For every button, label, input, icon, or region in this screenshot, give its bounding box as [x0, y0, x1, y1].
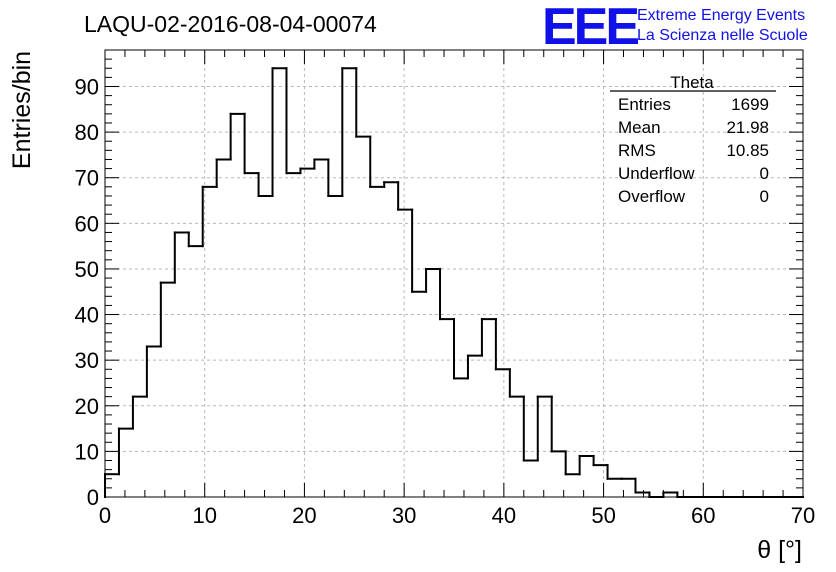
histogram-bin [466, 354, 483, 380]
stats-row-label: Overflow [618, 187, 686, 206]
stats-row-value: 0 [760, 187, 769, 206]
histogram-bin [299, 167, 316, 175]
stats-row-value: 0 [760, 164, 769, 183]
histogram-bin [383, 181, 400, 188]
histogram-bin [592, 454, 609, 467]
histogram-bin [676, 491, 693, 498]
histogram-bin [536, 395, 553, 462]
eee-logo: EEE Extreme Energy Events La Scienza nel… [542, 0, 808, 56]
stats-row-value: 1699 [731, 95, 769, 114]
y-tick-label: 40 [75, 303, 99, 328]
histogram-bin [397, 181, 414, 211]
x-tick-label: 0 [99, 503, 111, 528]
y-tick-label: 20 [75, 394, 99, 419]
histogram-bin [453, 318, 469, 380]
histogram-bin [369, 135, 386, 188]
histogram-bin [550, 395, 567, 453]
stats-row: RMS 10.85 [618, 141, 769, 160]
stats-row-label: RMS [618, 141, 656, 160]
x-tick-label: 30 [392, 503, 416, 528]
y-tick-label: 70 [75, 166, 99, 191]
stats-row-label: Mean [618, 118, 661, 137]
x-tick-label: 70 [791, 503, 815, 528]
grid-lines [105, 50, 803, 497]
histogram-bin [131, 395, 148, 430]
histogram-bin [606, 464, 623, 480]
eee-logo-mark: EEE [542, 0, 638, 56]
axes: 0 10 20 30 40 50 60 70 0 10 20 30 40 50 60 70 80 90 [75, 49, 815, 528]
stats-box: Theta Entries 1699 Mean 21.98 RMS 10.85 Underf… [610, 73, 776, 206]
histogram-bin [285, 67, 302, 175]
histogram-bin [564, 450, 581, 476]
x-axis-label: θ [°] [757, 536, 802, 564]
y-tick-label: 10 [75, 439, 99, 464]
y-tick-label: 0 [87, 485, 99, 510]
stats-row-label: Underflow [618, 164, 695, 183]
stats-row-value: 21.98 [726, 118, 769, 137]
histogram-bin [425, 267, 442, 293]
y-tick-label: 30 [75, 348, 99, 373]
histogram-bin [494, 318, 511, 371]
histogram-bin [480, 318, 497, 357]
eee-logo-line1: Extreme Energy Events [637, 7, 805, 24]
plot-frame [104, 49, 804, 498]
histogram-bin [104, 473, 120, 498]
stats-row-value: 10.85 [726, 141, 769, 160]
histogram-bin [215, 158, 232, 188]
histogram-bin [243, 112, 260, 175]
histogram-bin [327, 158, 344, 197]
y-tick-label: 50 [75, 257, 99, 282]
x-tick-label: 10 [192, 503, 216, 528]
y-axis-label: Entries/bin [8, 51, 36, 169]
histogram-bin [662, 491, 679, 498]
x-tick-label: 40 [492, 503, 516, 528]
histogram-bin [508, 368, 525, 398]
histogram-bin [341, 67, 358, 197]
histogram-bin [648, 491, 665, 498]
eee-logo-line2: La Scienza nelle Scuole [637, 27, 808, 44]
histogram-bin [578, 454, 595, 476]
histogram-bin [257, 172, 274, 197]
histogram-bin [634, 477, 651, 494]
stats-row: Underflow 0 [618, 164, 769, 183]
histogram-bin [159, 281, 176, 348]
x-tick-label: 20 [292, 503, 316, 528]
y-tick-label: 60 [75, 211, 99, 236]
histogram-bin [271, 67, 288, 197]
stats-title: Theta [670, 73, 714, 92]
y-tick-label: 80 [75, 120, 99, 145]
histogram-bin [313, 158, 330, 170]
histogram-bin [173, 231, 190, 284]
stats-row-label: Entries [618, 95, 671, 114]
chart-title: LAQU-02-2016-08-04-00074 [84, 11, 377, 37]
histogram-bin [229, 112, 246, 161]
stats-row: Mean 21.98 [618, 118, 769, 137]
histogram-bin [355, 67, 372, 138]
x-tick-label: 60 [691, 503, 715, 528]
histogram-bin [145, 345, 162, 398]
stats-row: Overflow 0 [618, 187, 769, 206]
histogram-bin [439, 267, 455, 321]
histogram-bin [522, 395, 539, 462]
histogram-bin [411, 208, 428, 293]
stats-row: Entries 1699 [618, 95, 769, 114]
histogram-bin [201, 185, 218, 248]
x-tick-label: 50 [591, 503, 615, 528]
histogram-bin [187, 231, 204, 248]
y-tick-label: 90 [75, 74, 99, 99]
